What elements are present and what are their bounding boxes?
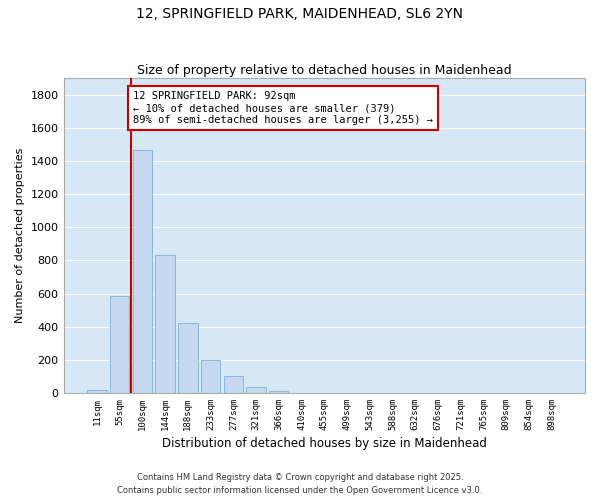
Bar	[201, 360, 220, 393]
X-axis label: Distribution of detached houses by size in Maidenhead: Distribution of detached houses by size …	[162, 437, 487, 450]
Y-axis label: Number of detached properties: Number of detached properties	[15, 148, 25, 323]
Bar	[110, 296, 130, 393]
Bar	[269, 392, 289, 393]
Text: 12 SPRINGFIELD PARK: 92sqm
← 10% of detached houses are smaller (379)
89% of sem: 12 SPRINGFIELD PARK: 92sqm ← 10% of deta…	[133, 92, 433, 124]
Title: Size of property relative to detached houses in Maidenhead: Size of property relative to detached ho…	[137, 64, 512, 77]
Text: 12, SPRINGFIELD PARK, MAIDENHEAD, SL6 2YN: 12, SPRINGFIELD PARK, MAIDENHEAD, SL6 2Y…	[137, 8, 464, 22]
Bar	[224, 376, 243, 393]
Text: Contains HM Land Registry data © Crown copyright and database right 2025.
Contai: Contains HM Land Registry data © Crown c…	[118, 473, 482, 495]
Bar	[178, 324, 197, 393]
Bar	[247, 387, 266, 393]
Bar	[133, 150, 152, 393]
Bar	[155, 256, 175, 393]
Bar	[87, 390, 107, 393]
